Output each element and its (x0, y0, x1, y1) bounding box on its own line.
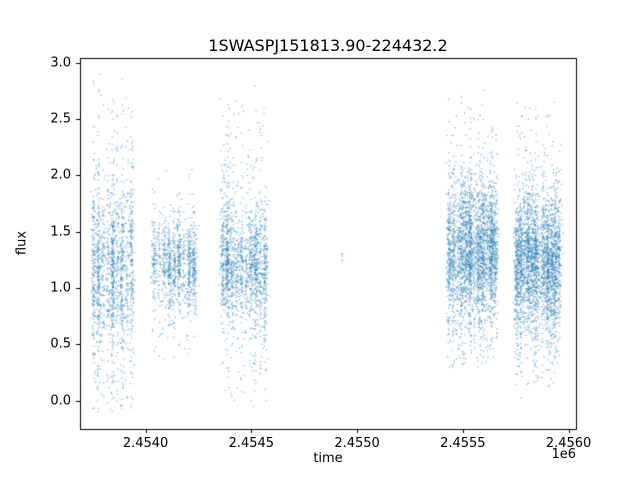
y-tick-label: 3.0 (50, 55, 71, 70)
x-axis-label: time (313, 451, 343, 466)
chart-title: 1SWASPJ151813.90-224432.2 (208, 36, 448, 55)
x-tick-label: 2.4545 (228, 436, 275, 451)
x-axis-offset-label: 1e6 (551, 447, 576, 462)
y-tick-label: 2.0 (50, 167, 71, 183)
x-tick-label: 2.4540 (122, 436, 169, 451)
x-tick-label: 2.4550 (334, 436, 380, 451)
x-tick-label: 2.4560 (545, 436, 592, 451)
x-tick-label: 2.4555 (440, 436, 486, 451)
y-tick-label: 2.5 (50, 111, 71, 127)
y-axis-label: flux (14, 230, 30, 256)
y-tick-label: 1.5 (50, 224, 71, 240)
y-tick-label: 0.5 (50, 336, 71, 352)
y-tick-label: 0.0 (50, 393, 71, 409)
y-tick-label: 1.0 (50, 280, 71, 296)
